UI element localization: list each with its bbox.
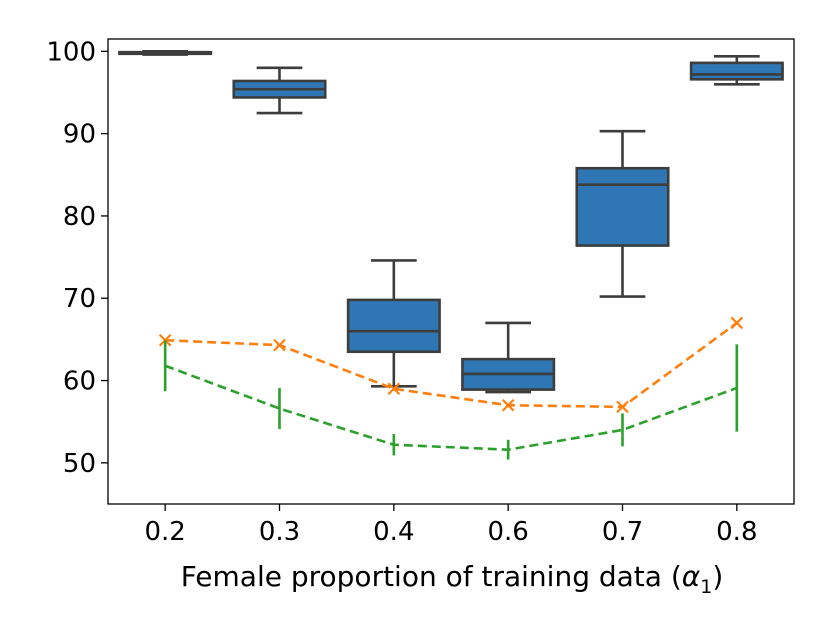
x-marker-stroke (273, 338, 286, 352)
box-0.4 (346, 298, 441, 354)
box-0.7 (575, 166, 670, 247)
x-axis-title-symbol: α (682, 560, 701, 593)
x-axis-title-close: ) (712, 560, 723, 593)
y-tick-label: 80 (63, 202, 96, 232)
x-marker-stroke (387, 382, 401, 396)
x-axis-title: Female proportion of training data (α1) (181, 560, 724, 598)
x-tick-label: 0.4 (373, 517, 414, 547)
y-tick-label: 60 (63, 367, 96, 397)
series-point-orange (616, 400, 629, 414)
plot-frame (107, 38, 795, 505)
x-tick-label: 0.3 (259, 517, 300, 547)
series-point-orange (501, 398, 515, 412)
x-tick-label: 0.2 (144, 517, 185, 547)
x-axis-title-subscript: 1 (700, 576, 712, 598)
y-tick-label: 90 (63, 120, 96, 150)
y-tick-label: 50 (63, 449, 96, 479)
x-tick-label: 0.6 (487, 517, 528, 547)
series-point-orange (273, 338, 286, 352)
series-line-orange (165, 321, 738, 409)
x-tick-label: 0.8 (716, 517, 757, 547)
plot-area (108, 39, 794, 504)
series-line-green (164, 364, 738, 451)
boxes-layer (118, 50, 784, 394)
x-marker-stroke (501, 398, 515, 412)
series-point-orange (730, 316, 744, 330)
x-axis: 0.2 0.3 0.4 0.6 0.7 0.8 (144, 504, 758, 547)
x-marker-stroke (730, 316, 744, 330)
box-0.8 (689, 61, 784, 81)
x-marker-stroke (616, 400, 629, 414)
lines-layer (158, 316, 744, 460)
x-axis-title-text: Female proportion of training data ( (181, 560, 682, 593)
y-axis: 50 60 70 80 90 100 (46, 37, 108, 479)
series-point-orange (387, 382, 401, 396)
x-tick-label: 0.7 (602, 517, 643, 547)
y-tick-label: 100 (46, 37, 96, 67)
y-tick-label: 70 (63, 284, 96, 314)
